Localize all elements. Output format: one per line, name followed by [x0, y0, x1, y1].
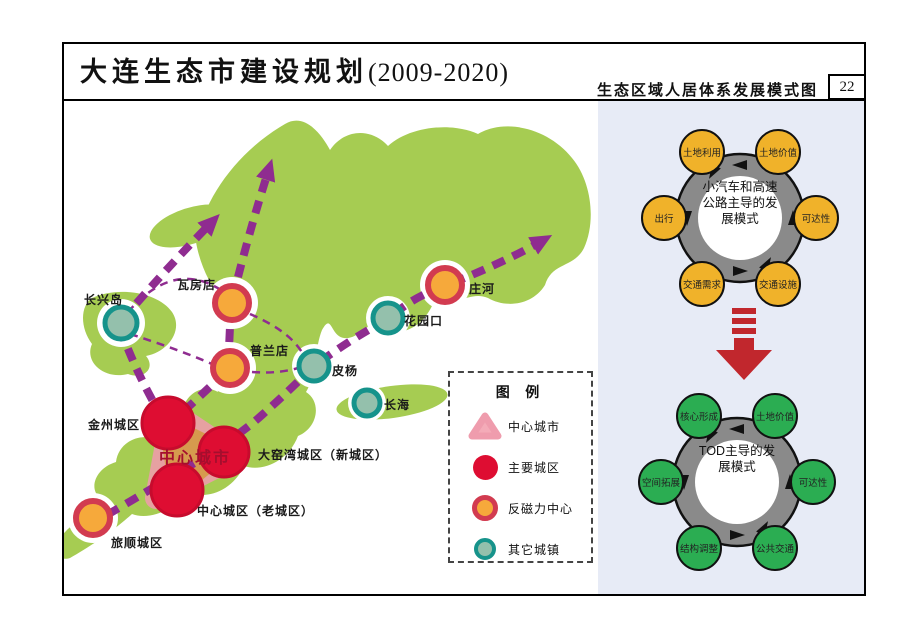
- cycle-node-travel: 出行: [641, 195, 687, 241]
- legend-symbol-pink-triangle: [462, 409, 508, 443]
- legend-symbol-red-circle: [462, 454, 508, 480]
- legend-item-central-city: 中心城市: [462, 409, 591, 443]
- legend-label: 中心城市: [508, 419, 561, 434]
- secondary-links: [127, 277, 306, 374]
- city-label-zhuanghe: 庄河: [469, 282, 496, 296]
- legend-symbol-teal-ring-circle: [462, 538, 508, 560]
- town-marker-changxingdao: [102, 304, 140, 342]
- city-marker-laochengqu: [149, 462, 205, 518]
- cycle-node-accessibility: 可达性: [793, 195, 839, 241]
- car-highway-cycle-diagram: 小汽车和高速 公路主导的发 展模式 土地利用 土地价值 可达性 交通设施 交通需…: [606, 113, 874, 323]
- city-marker-wafangdian: [212, 283, 252, 323]
- header-divider: [64, 99, 864, 101]
- down-arrow-icon: [716, 308, 772, 380]
- cycle-node-spatial-expansion: 空间拓展: [638, 459, 684, 505]
- city-marker-pulandian: [210, 348, 250, 388]
- city-label-changhai: 长海: [384, 398, 411, 412]
- city-label-wafangdian: 瓦房店: [177, 278, 217, 292]
- city-label-pulandian: 普兰店: [250, 344, 290, 358]
- cycle-ring: [674, 152, 806, 284]
- page-title: 大连生态市建设规划(2009-2020): [80, 50, 509, 89]
- cycle-node-structure-adjustment: 结构调整: [676, 525, 722, 571]
- legend-symbol-orange-ring-circle: [462, 495, 508, 521]
- legend-label: 反磁力中心: [508, 501, 574, 516]
- city-marker-jinzhou: [140, 395, 196, 451]
- city-label-changxingdao: 长兴岛: [84, 293, 124, 307]
- city-label-lvshun: 旅顺城区: [111, 536, 164, 550]
- city-label-huayuankou: 花园口: [404, 314, 444, 328]
- city-label-laochengqu: 中心城区（老城区）: [197, 504, 315, 518]
- legend-item-other-towns: 其它城镇: [462, 532, 591, 566]
- counter-magnet-markers: [73, 265, 465, 538]
- cycle-node-accessibility: 可达性: [790, 459, 836, 505]
- town-markers: [102, 300, 406, 419]
- sheet-subtitle: 生态区域人居体系发展模式图: [596, 83, 818, 99]
- center-city-label: 中心城市: [159, 450, 232, 467]
- city-marker-lvshun: [73, 498, 113, 538]
- page-title-text: 大连生态市建设规划: [80, 57, 368, 87]
- city-label-piyang: 皮杨: [332, 364, 359, 378]
- city-label-jinzhou: 金州城区: [88, 418, 141, 432]
- city-marker-zhuanghe: [425, 265, 465, 305]
- city-label-dayaowan: 大窑湾城区（新城区）: [258, 448, 389, 462]
- legend-label: 主要城区: [508, 460, 561, 475]
- city-marker-dayaowan: [197, 425, 251, 479]
- cycle-center-label: TOD主导的发 展模式: [698, 444, 776, 474]
- town-marker-piyang: [296, 348, 332, 384]
- legend-title: 图 例: [495, 386, 546, 401]
- cycle-node-land-value: 土地价值: [752, 393, 798, 439]
- town-marker-huayuankou: [370, 300, 406, 336]
- cycle-node-core-formation: 核心形成: [676, 393, 722, 439]
- cycle-center-label: 小汽车和高速 公路主导的发 展模式: [702, 180, 778, 226]
- tod-cycle-diagram: TOD主导的发 展模式 核心形成 土地价值 可达性 公共交通 结构调整 空间拓展: [603, 377, 871, 587]
- town-marker-changhai: [351, 387, 383, 419]
- map-svg: [64, 120, 591, 559]
- cycle-node-land-use: 土地利用: [679, 129, 725, 175]
- cycle-node-transport-facilities: 交通设施: [755, 261, 801, 307]
- legend-item-counter-magnet: 反磁力中心: [462, 491, 591, 525]
- page-number-box: 22: [828, 74, 866, 100]
- major-city-markers: [140, 395, 251, 518]
- legend-item-major-city: 主要城区: [462, 450, 591, 484]
- page-title-years: (2009-2020): [368, 58, 509, 87]
- legend-box: 图 例 中心城市 主要城区 反磁力中心 其它城镇: [448, 371, 593, 563]
- legend-label: 其它城镇: [508, 542, 561, 557]
- cycle-node-public-transport: 公共交通: [752, 525, 798, 571]
- cycle-node-transport-demand: 交通需求: [679, 261, 725, 307]
- cycle-node-land-value: 土地价值: [755, 129, 801, 175]
